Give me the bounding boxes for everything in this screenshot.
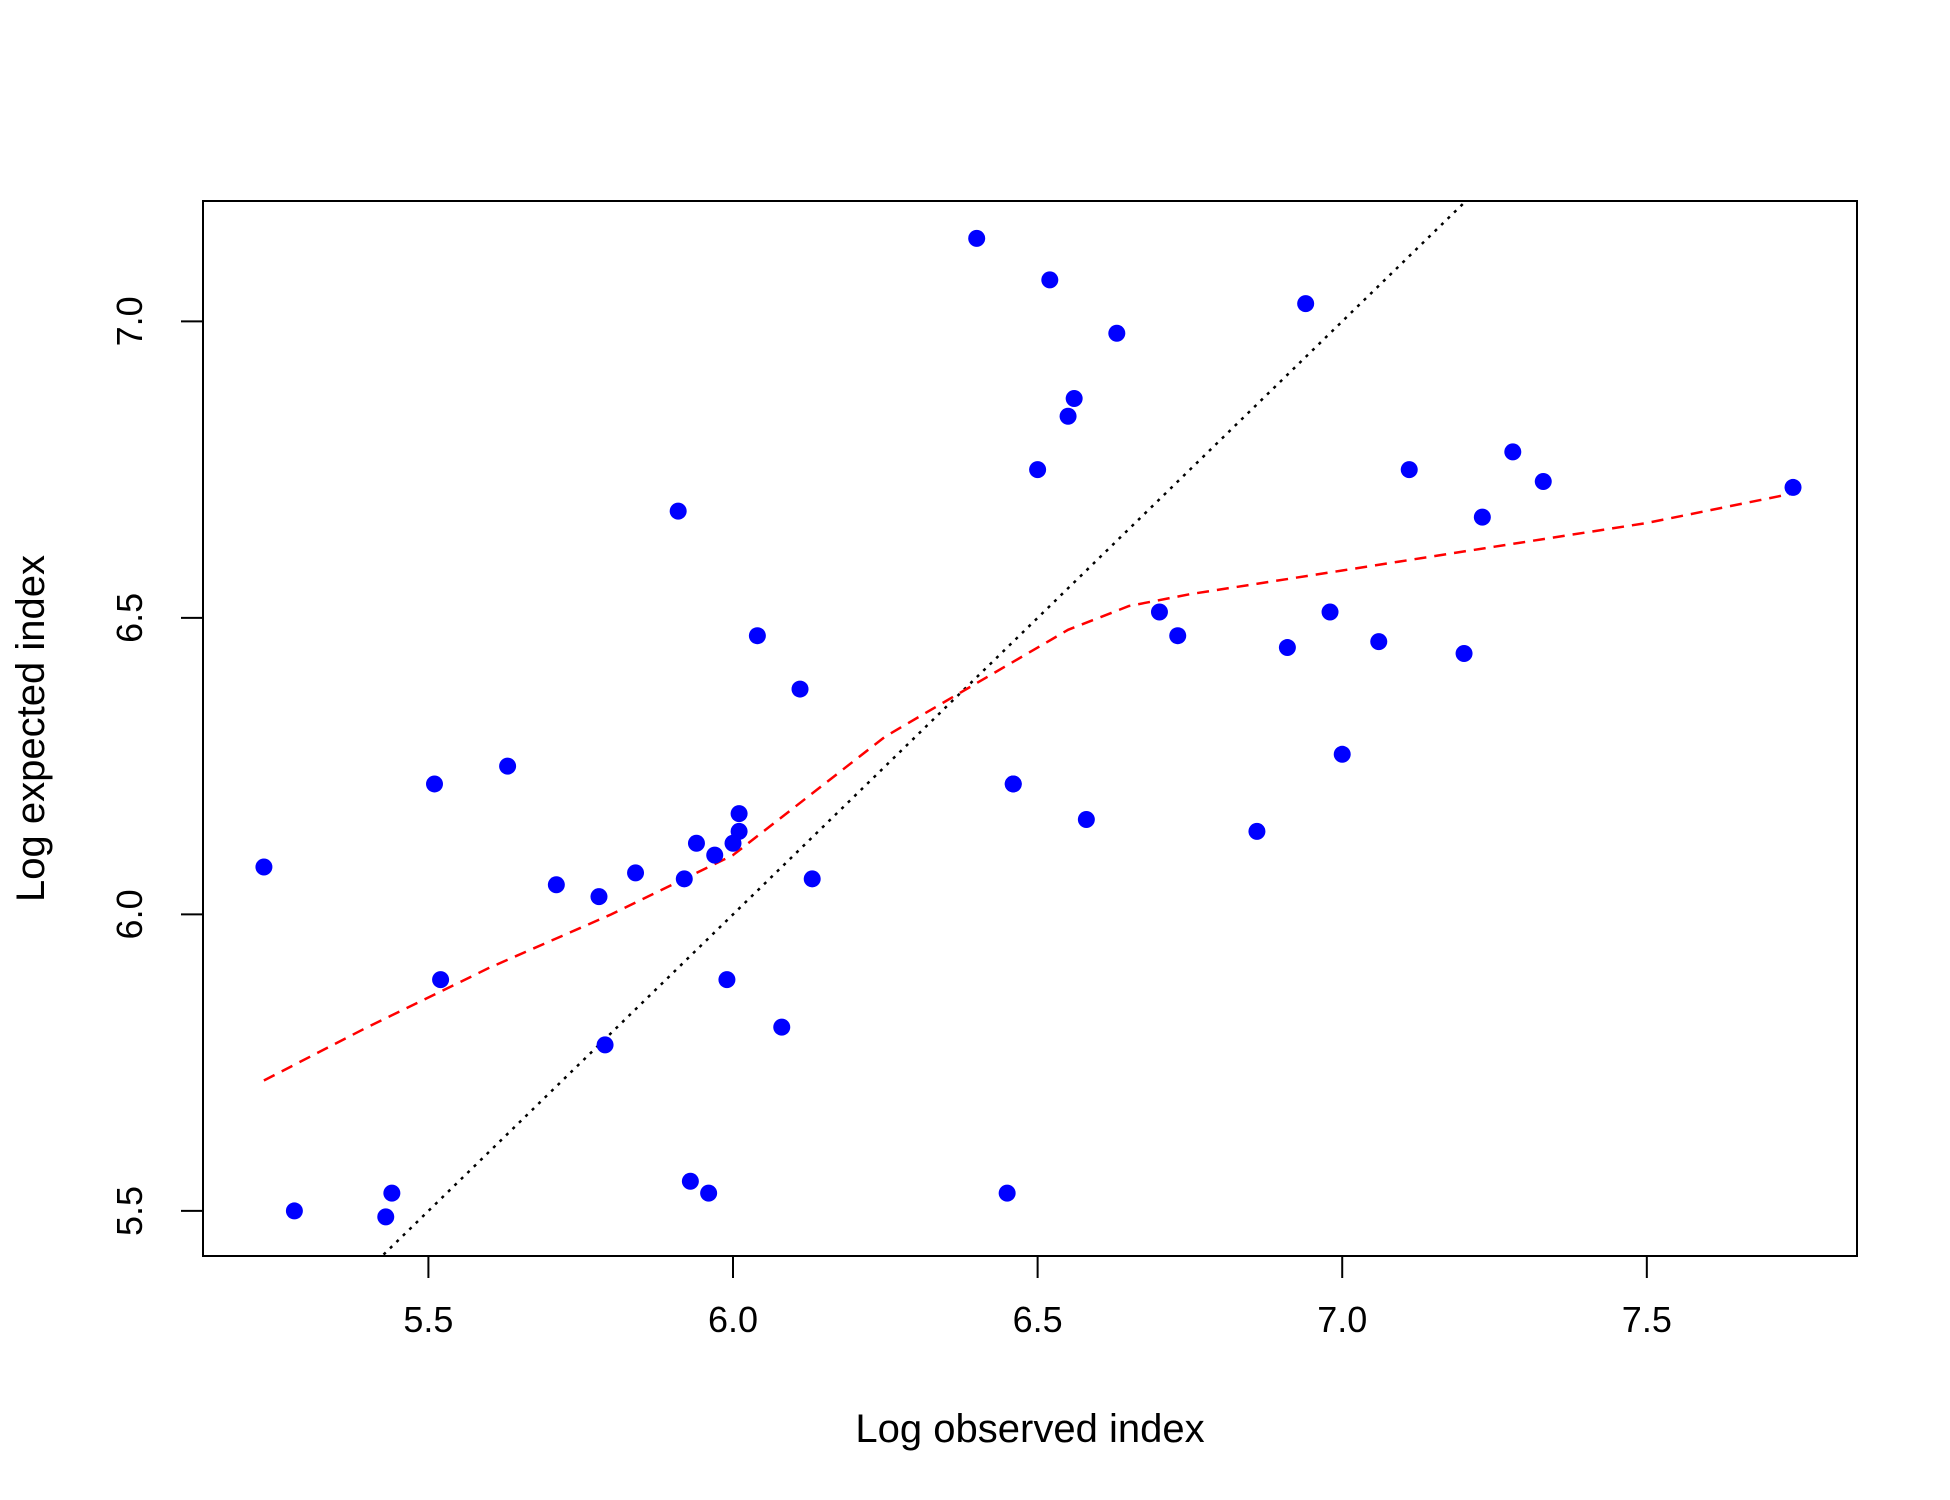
data-point (383, 1184, 401, 1202)
data-point (1278, 639, 1296, 657)
smooth-trend-line (263, 492, 1794, 1082)
data-point (255, 858, 273, 876)
chart-marks: 5.5 6.0 6.5 7.0 7.5 5.5 6.0 6.5 7.0 (109, 200, 1858, 1340)
data-point (706, 846, 724, 864)
data-point (1333, 745, 1351, 763)
data-point (425, 775, 443, 793)
x-tick-label: 5.5 (403, 1299, 453, 1340)
y-axis-label: Log expected index (9, 555, 53, 902)
data-point (1321, 603, 1339, 621)
data-point (730, 822, 748, 840)
data-point (1504, 443, 1522, 461)
data-point (1455, 644, 1473, 662)
data-point (1059, 407, 1077, 425)
identity-reference-line (380, 201, 1468, 1256)
data-point (590, 888, 608, 906)
data-point (1297, 295, 1315, 313)
data-point (803, 870, 821, 888)
data-point (1041, 271, 1059, 289)
data-point (718, 971, 736, 989)
data-point (1065, 389, 1083, 407)
data-point (1004, 775, 1022, 793)
data-point (499, 757, 517, 775)
data-point (730, 805, 748, 823)
y-tick-label: 6.0 (109, 889, 150, 939)
y-tick-label: 6.5 (109, 593, 150, 643)
data-point (1077, 811, 1095, 829)
data-point (285, 1202, 303, 1220)
data-point (1108, 324, 1126, 342)
data-point (773, 1018, 791, 1036)
x-axis-label: Log observed index (855, 1407, 1204, 1451)
data-point (377, 1208, 395, 1226)
plot-frame (202, 200, 1858, 1257)
data-point (700, 1184, 718, 1202)
data-point (1784, 478, 1802, 496)
data-point (998, 1184, 1016, 1202)
data-point (1473, 508, 1491, 526)
data-point (432, 971, 450, 989)
data-point (1029, 461, 1047, 479)
x-tick-label: 7.5 (1622, 1299, 1672, 1340)
data-point (1534, 473, 1552, 491)
data-point (627, 864, 645, 882)
data-point (669, 502, 687, 520)
data-point (687, 834, 705, 852)
x-tick-label: 6.5 (1013, 1299, 1063, 1340)
data-point (547, 876, 565, 894)
data-point (748, 627, 766, 645)
x-tick-label: 7.0 (1317, 1299, 1367, 1340)
data-point (791, 680, 809, 698)
data-point (681, 1172, 699, 1190)
y-tick-label: 5.5 (109, 1186, 150, 1236)
data-point (1248, 822, 1266, 840)
data-point (1370, 633, 1388, 651)
x-tick-label: 6.0 (708, 1299, 758, 1340)
data-point (1150, 603, 1168, 621)
data-point (675, 870, 693, 888)
data-point (1169, 627, 1187, 645)
data-point (1400, 461, 1418, 479)
y-tick-label: 7.0 (109, 296, 150, 346)
data-point (968, 229, 986, 247)
data-point (596, 1036, 614, 1054)
